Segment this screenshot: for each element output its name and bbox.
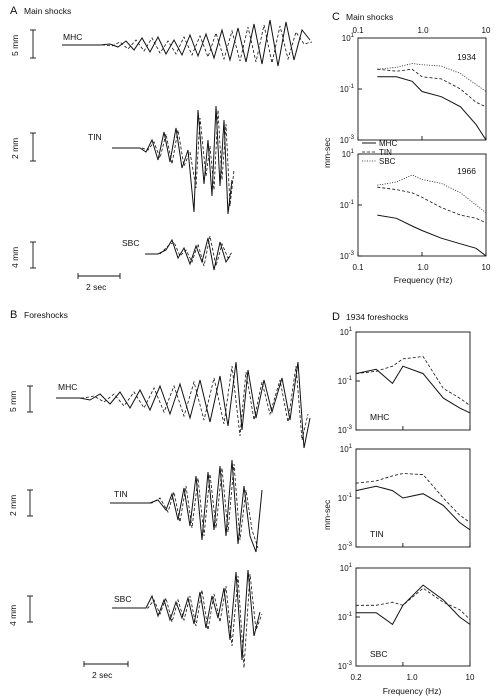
chart-fore-tin: 101 10-1 10-3 [338,444,471,552]
fore-sbc-scale-bar [27,595,33,623]
c-top-tick-0: 0.1 [352,26,364,35]
c-ylabel: mm-sec [322,137,332,168]
y-tick-label: 101 [340,444,353,454]
series-line-solid [356,584,471,626]
d-x-tick-1: 1.0 [406,673,418,682]
d-x-tick-0: 0.2 [350,673,362,682]
y-tick-label: 10-3 [340,135,355,145]
y-tick-label: 10-1 [340,200,355,210]
main-tin-scale-label: 2 mm [10,138,20,159]
y-tick-label: 10-3 [338,542,353,552]
fore-mhc-station: MHC [58,382,77,392]
d-ylabel: mm-sec [322,499,332,530]
chart-main-1966: 101 10-1 10-3 [340,149,487,261]
c-top-tick-1: 1.0 [417,26,429,35]
fore-time-bar-label: 2 sec [92,670,113,680]
legend-tin-label: TIN [379,148,392,157]
main-sbc-scale-label: 4 mm [10,247,20,268]
fore-tin-scale-label: 2 mm [8,495,18,516]
panel-a-title: Main shocks [24,6,71,16]
main-mhc-scale-label: 5 mm [10,35,20,56]
fore-sbc-trace [112,569,263,669]
d-station-sbc: SBC [370,649,387,659]
fore-time-bar [83,661,129,667]
series-line-MHC [377,214,487,257]
c-x-tick-2: 10 [482,263,491,272]
main-tin-station: TIN [88,132,102,142]
panel-a-letter: A [10,5,18,17]
year-1966-label: 1966 [457,166,476,176]
series-line-dashed [356,587,471,620]
d-xlabel: Frequency (Hz) [383,686,442,696]
c-x-ticks: 0.1 1.0 10 [352,263,491,272]
series-line-dashed [355,356,471,406]
y-tick-label: 10-1 [338,376,353,386]
series-line-SBC [377,174,487,214]
series-line-solid [355,365,471,414]
d-station-tin: TIN [370,529,384,539]
series-line-TIN [377,68,487,108]
fore-sbc-scale-label: 4 mm [8,605,18,626]
c-x-tick-0: 0.1 [352,263,364,272]
fore-sbc-station: SBC [114,594,131,604]
panel-d-letter: D [332,311,340,323]
year-1934-label: 1934 [457,52,476,62]
panel-c-top-ticks: 0.1 1.0 10 [352,26,491,35]
y-tick-label: 10-1 [338,612,353,622]
series-line-SBC [377,63,487,92]
y-tick-label: 101 [340,327,353,337]
d-x-tick-2: 10 [466,673,475,682]
panel-c-letter: C [332,11,340,23]
main-mhc-scale-bar [30,29,36,59]
panel-b-letter: B [10,309,17,321]
c-x-tick-1: 1.0 [417,263,429,272]
main-time-bar-label: 2 sec [86,282,107,292]
fore-mhc-scale-bar [27,385,33,413]
legend: MHC TIN SBC [362,139,397,166]
d-x-ticks: 0.2 1.0 10 [350,673,475,682]
y-tick-label: 10-1 [338,493,353,503]
main-tin-trace [112,105,235,215]
main-sbc-scale-bar [30,241,36,269]
chart-fore-mhc: 101 10-1 10-3 [338,327,471,435]
series-line-TIN [377,186,487,224]
chart-fore-sbc: 101 10-1 10-3 [338,563,471,671]
main-time-bar [77,273,121,279]
panel-b-title: Foreshocks [24,310,68,320]
panel-c-title: Main shocks [346,12,393,22]
y-tick-label: 10-3 [340,251,355,261]
y-tick-label: 101 [342,33,355,43]
main-mhc-trace [62,19,313,67]
y-tick-label: 10-1 [340,84,355,94]
y-tick-label: 10-3 [338,661,353,671]
c-xlabel: Frequency (Hz) [394,275,453,285]
fore-mhc-trace [56,361,311,449]
fore-tin-station: TIN [114,489,128,499]
panel-d-title: 1934 foreshocks [346,312,408,322]
y-tick-label: 101 [342,149,355,159]
y-tick-label: 10-3 [338,425,353,435]
legend-mhc-label: MHC [379,139,397,148]
main-sbc-station: SBC [122,238,139,248]
legend-sbc-label: SBC [379,157,396,166]
y-tick-label: 101 [340,563,353,573]
main-mhc-station: MHC [63,32,82,42]
series-line-MHC [377,76,487,141]
chart-main-1934: 101 10-1 10-3 [340,33,487,145]
fore-tin-trace [110,459,263,553]
d-station-mhc: MHC [370,412,389,422]
series-line-solid [355,485,471,531]
main-sbc-trace [145,235,233,271]
fore-mhc-scale-label: 5 mm [8,391,18,412]
fore-tin-scale-bar [27,489,33,517]
c-top-tick-2: 10 [482,26,491,35]
main-tin-scale-bar [30,132,36,162]
